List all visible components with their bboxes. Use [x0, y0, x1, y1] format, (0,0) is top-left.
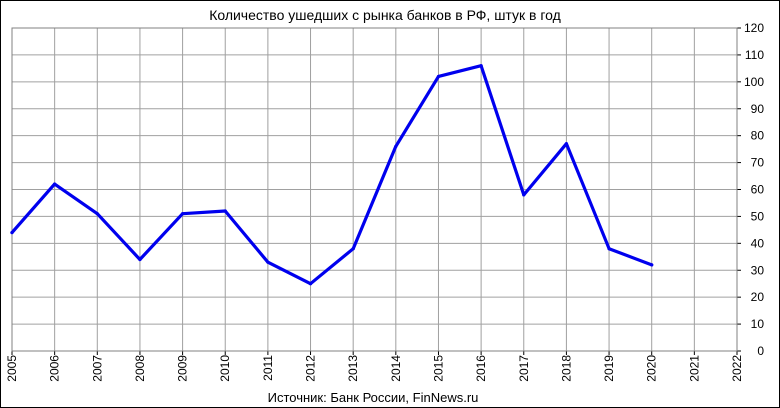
x-tick-label: 2019	[602, 355, 616, 382]
data-point	[394, 144, 398, 149]
x-tick-label: 2015	[431, 355, 445, 382]
x-tick-label: 2006	[48, 355, 62, 382]
x-tick-label: 2013	[346, 355, 360, 382]
plot-area-border	[11, 27, 738, 352]
x-tick-label: 2007	[90, 355, 104, 382]
series-line	[10, 64, 654, 286]
data-point	[479, 64, 483, 68]
data-point	[138, 257, 142, 262]
x-tick-label: 2014	[389, 355, 403, 382]
chart-title: Количество ушедших с рынка банков в РФ, …	[209, 7, 561, 23]
data-point	[607, 247, 611, 251]
x-tick-label: 2016	[474, 355, 488, 382]
y-axis-ticks: 0 10 20 30 40 50 60 70 80 90 100 110 120	[744, 21, 764, 358]
x-tick-label: 2011	[261, 355, 275, 381]
y-tick-label: 20	[751, 290, 765, 304]
y-tick-label: 0	[757, 344, 764, 358]
x-tick-label: 2020	[645, 355, 659, 382]
x-tick-label: 2022	[730, 355, 744, 382]
data-point	[266, 260, 270, 264]
x-tick-label: 2009	[176, 355, 190, 382]
y-tick-label: 30	[751, 263, 765, 277]
x-tick-label: 2018	[559, 355, 573, 382]
series-layer	[10, 64, 654, 286]
data-point	[308, 282, 313, 286]
grid	[11, 27, 741, 355]
y-tick-label: 10	[751, 317, 765, 331]
x-tick-label: 2005	[5, 355, 19, 382]
data-point	[351, 247, 355, 251]
x-tick-label: 2012	[304, 355, 318, 382]
x-axis-ticks: 2005 2006 2007 2008 2009 2010 2011 2012 2013 2014…	[5, 355, 744, 382]
data-point	[223, 209, 227, 213]
x-tick-label: 2021	[687, 355, 701, 382]
x-tick-label: 2008	[133, 355, 147, 382]
chart-source: Источник: Банк России, FinNews.ru	[268, 390, 479, 405]
data-point	[564, 142, 569, 146]
y-tick-label: 80	[751, 129, 765, 143]
data-point	[180, 212, 185, 216]
y-tick-label: 50	[751, 209, 765, 223]
data-point	[650, 263, 654, 267]
data-point	[436, 74, 441, 79]
data-point	[53, 182, 57, 186]
y-tick-label: 90	[751, 102, 765, 116]
data-point	[95, 212, 99, 216]
y-tick-label: 60	[751, 183, 765, 197]
x-tick-label: 2010	[218, 355, 232, 382]
y-tick-label: 120	[744, 21, 764, 35]
data-point	[522, 193, 526, 197]
y-tick-label: 110	[745, 48, 764, 62]
data-point	[10, 230, 14, 235]
y-tick-label: 40	[751, 236, 765, 250]
y-tick-label: 70	[751, 156, 765, 170]
x-tick-label: 2017	[517, 355, 531, 382]
y-tick-label: 100	[744, 75, 764, 89]
